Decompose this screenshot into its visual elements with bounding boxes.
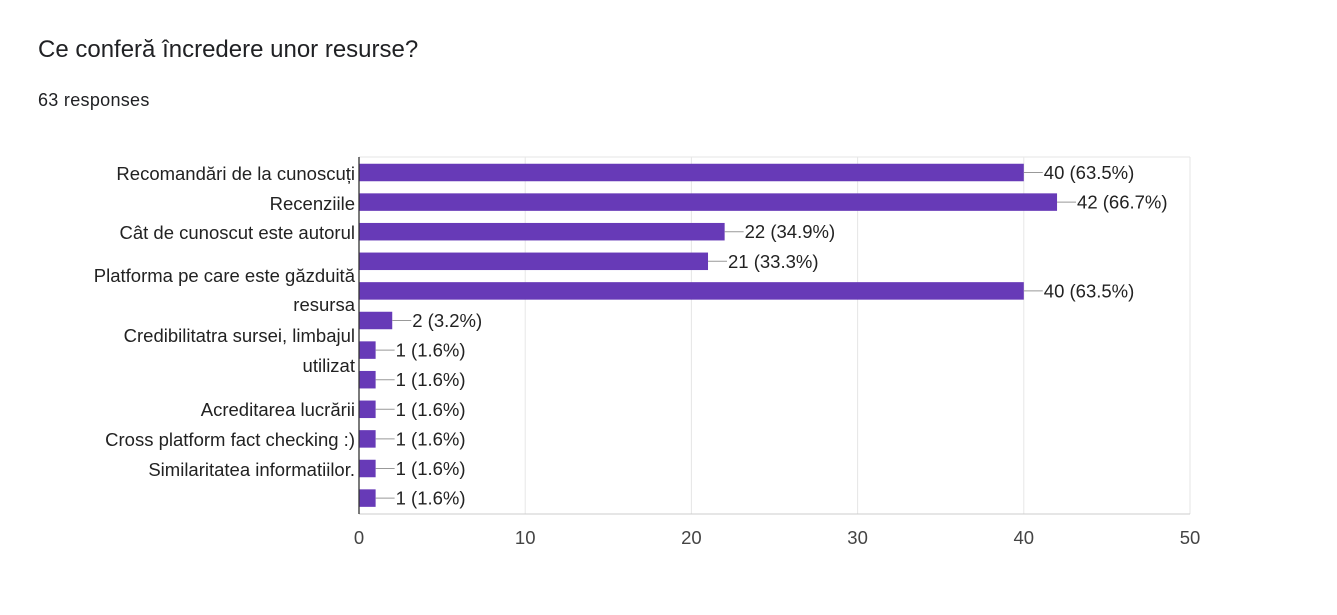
category-label: Acreditarea lucrării bbox=[201, 399, 355, 420]
bar bbox=[359, 193, 1058, 211]
bar bbox=[359, 400, 376, 419]
bar bbox=[359, 370, 376, 389]
chart-gridlines bbox=[359, 156, 1191, 514]
data-label: 1 (1.6%) bbox=[396, 458, 466, 479]
bar bbox=[359, 282, 1024, 300]
data-label: 21 (33.3%) bbox=[728, 251, 819, 272]
x-tick-label: 10 bbox=[515, 527, 536, 548]
category-label: Similaritatea informatiilor. bbox=[148, 459, 355, 480]
data-label: 42 (66.7%) bbox=[1077, 192, 1168, 213]
x-tick-label: 50 bbox=[1180, 527, 1201, 548]
category-label: Recenziile bbox=[270, 193, 355, 214]
data-label: 22 (34.9%) bbox=[745, 221, 836, 242]
chart-axes bbox=[358, 157, 1190, 515]
x-tick-label: 0 bbox=[354, 527, 364, 548]
category-label: Platforma pe care este găzduită bbox=[94, 265, 356, 286]
bar bbox=[359, 459, 376, 478]
data-label: 1 (1.6%) bbox=[396, 488, 466, 509]
category-label: utilizat bbox=[303, 355, 355, 376]
data-label: 2 (3.2%) bbox=[412, 310, 482, 331]
bar bbox=[359, 489, 376, 507]
category-label: Recomandări de la cunoscuți bbox=[116, 163, 355, 184]
chart-bars: 40 (63.5%) 42 (66.7%) 22 (34.9%) 21 (33.3%)… bbox=[359, 162, 1168, 509]
x-tick-label: 40 bbox=[1014, 527, 1035, 548]
category-label: Cross platform fact checking :) bbox=[105, 429, 355, 450]
x-tick-label: 20 bbox=[681, 527, 702, 548]
bar bbox=[359, 430, 376, 448]
bar bbox=[359, 222, 725, 241]
data-label: 1 (1.6%) bbox=[396, 399, 466, 420]
chart-tick-labels: 0 10 20 30 40 50 bbox=[354, 527, 1200, 548]
response-count: 63 responses bbox=[38, 90, 150, 110]
category-label: Credibilitatra sursei, limbajul bbox=[124, 325, 355, 346]
category-label: Cât de cunoscut este autorul bbox=[119, 222, 355, 243]
data-label: 1 (1.6%) bbox=[396, 369, 466, 390]
chart-category-labels: Recomandări de la cunoscuți Recenziile Cât… bbox=[94, 163, 356, 480]
x-tick-label: 30 bbox=[847, 527, 868, 548]
data-label: 40 (63.5%) bbox=[1044, 162, 1135, 183]
category-label: resursa bbox=[293, 294, 355, 315]
data-label: 1 (1.6%) bbox=[396, 340, 466, 361]
data-label: 40 (63.5%) bbox=[1044, 280, 1135, 301]
question-title: Ce conferă încredere unor resurse? bbox=[38, 36, 419, 63]
bar bbox=[359, 311, 393, 330]
data-label: 1 (1.6%) bbox=[396, 428, 466, 449]
bar bbox=[359, 252, 709, 271]
bar bbox=[359, 341, 376, 359]
bar bbox=[359, 163, 1024, 182]
